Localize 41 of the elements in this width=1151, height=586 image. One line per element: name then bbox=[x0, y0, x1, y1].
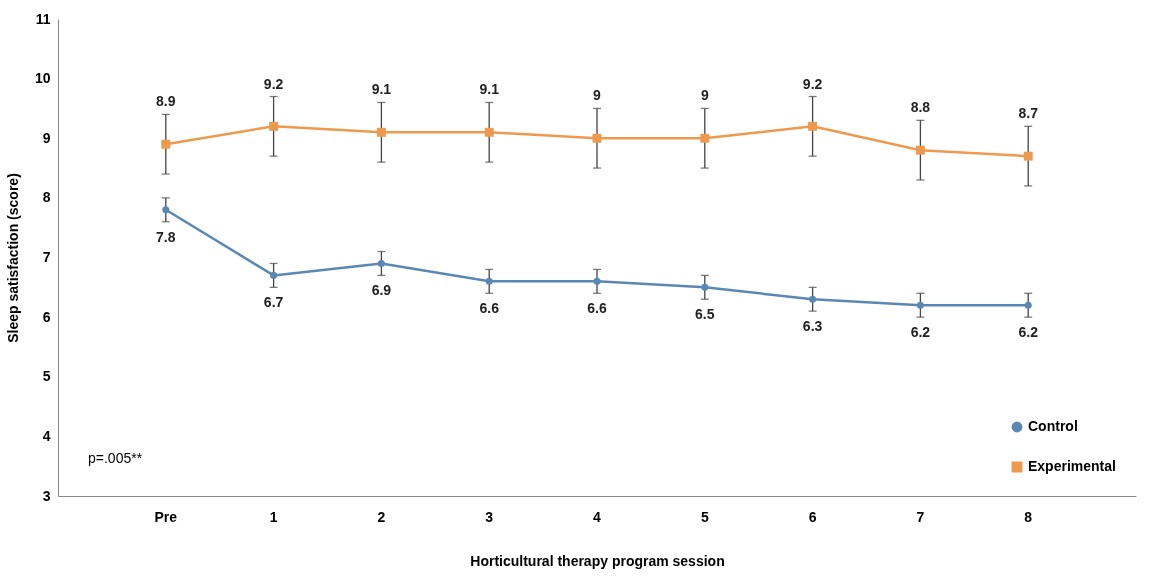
data-label: 6.7 bbox=[263, 294, 284, 311]
y-tick-label: 11 bbox=[35, 10, 51, 27]
data-label: 6.2 bbox=[1018, 324, 1039, 341]
y-tick-label: 5 bbox=[42, 368, 51, 385]
x-tick-label: 1 bbox=[269, 508, 278, 525]
legend-label: Experimental bbox=[1028, 458, 1116, 474]
data-label: 6.9 bbox=[371, 282, 392, 299]
x-tick-label: 4 bbox=[593, 508, 602, 525]
x-axis-title: Horticultural therapy program session bbox=[470, 552, 725, 569]
x-tick-label: 2 bbox=[377, 508, 386, 525]
y-tick-label: 3 bbox=[42, 487, 51, 504]
y-tick-label: 9 bbox=[42, 129, 51, 146]
data-label: 6.3 bbox=[802, 318, 823, 335]
data-label: 6.6 bbox=[479, 300, 500, 317]
x-tick-label: 7 bbox=[916, 508, 925, 525]
data-label: 9 bbox=[593, 87, 602, 104]
data-label: 9.1 bbox=[371, 81, 392, 98]
annotation: p=.005** bbox=[88, 450, 143, 466]
x-tick-label: 8 bbox=[1024, 508, 1033, 525]
data-label: 6.2 bbox=[910, 324, 931, 341]
y-axis-title: Sleep satisfaction (score) bbox=[4, 173, 21, 343]
data-label: 8.8 bbox=[910, 99, 931, 116]
x-tick-label: 3 bbox=[485, 508, 494, 525]
data-label: 9 bbox=[700, 87, 709, 104]
y-tick-label: 7 bbox=[42, 249, 51, 265]
data-label: 8.7 bbox=[1018, 105, 1039, 122]
x-tick-label: 5 bbox=[700, 508, 709, 525]
data-label: 6.6 bbox=[587, 300, 607, 317]
y-tick-label: 4 bbox=[42, 427, 51, 444]
data-label: 7.8 bbox=[156, 228, 176, 245]
x-tick-label: Pre bbox=[154, 508, 178, 525]
data-label: 9.2 bbox=[802, 75, 823, 92]
y-tick-label: 10 bbox=[34, 70, 51, 87]
data-label: 6.5 bbox=[695, 306, 715, 323]
y-tick-label: 8 bbox=[42, 189, 51, 206]
y-tick-label: 6 bbox=[42, 308, 51, 325]
x-tick-label: 6 bbox=[808, 508, 817, 525]
data-label: 8.9 bbox=[156, 93, 176, 110]
data-label: 9.1 bbox=[479, 81, 500, 98]
legend-label: Control bbox=[1028, 418, 1078, 434]
data-label: 9.2 bbox=[263, 75, 284, 92]
